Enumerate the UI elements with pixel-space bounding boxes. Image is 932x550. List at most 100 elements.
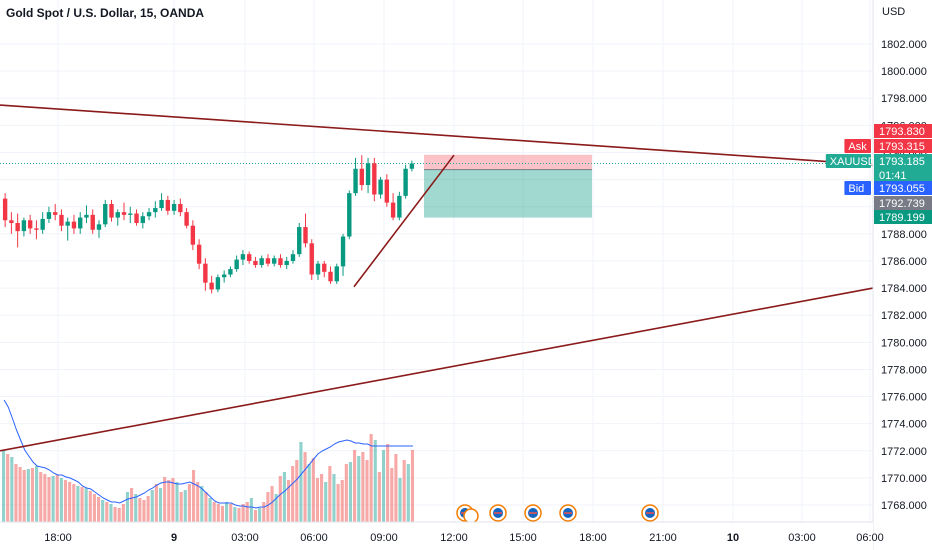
volume-bar [117,508,121,522]
volume-bar [167,480,171,522]
candle-body [15,222,20,232]
time-tick-label: 18:00 [44,532,72,544]
candle-body [234,259,239,270]
volume-bar [72,484,76,522]
candle-body [140,216,145,223]
volume-bar [361,452,365,522]
volume-bar [35,466,39,522]
price-tag-box [874,124,932,138]
price-tag-value: 1793.830 [879,126,925,138]
candle-body [246,254,252,261]
volume-bar [328,466,332,522]
price-tag-value: 1789.199 [879,212,925,224]
volume-bar [381,450,386,522]
candle-body [390,202,396,218]
volume-bar [336,484,340,522]
candle-body [96,224,102,230]
price-tag-label-box [844,181,871,195]
volume-bar [377,472,381,522]
volume-bar [39,472,43,522]
candle-body [65,221,70,226]
price-tick-label: 1802.000 [881,39,927,51]
candle-body [165,199,171,211]
volume-bar [183,490,187,522]
volume-bar [286,480,291,522]
candle-body [84,214,89,218]
volume-bar [365,460,369,522]
volume-bar [398,478,402,522]
time-axis [0,522,873,550]
volume-bar [291,466,295,522]
volume-bar [80,487,84,522]
price-tick-label: 1770.000 [881,473,927,485]
volume-bar [105,502,109,522]
volume-bar [332,474,336,522]
candle-body [340,236,346,267]
volume-bar [196,482,200,522]
candle-body [353,168,358,194]
time-tick-label: 06:00 [856,532,884,544]
price-tick-label: 1782.000 [881,310,927,322]
price-tag-box [874,154,932,182]
volume-bar [158,488,163,522]
candle-body [278,258,283,266]
volume-bar [253,510,258,522]
chart-title: Gold Spot / U.S. Dollar, 15, OANDA [6,6,205,20]
trendline [0,104,874,166]
price-tag-value: 1792.739 [879,198,925,210]
volume-bar [373,440,377,522]
volume-bar [402,460,406,522]
volume-bar [146,496,150,522]
volume-bar [179,492,183,522]
volume-bar [30,468,35,522]
volume-bar [353,450,357,522]
volume-bar [142,500,146,522]
price-tag-box [874,196,932,210]
candle-body [128,213,133,215]
volume-bar [22,470,26,522]
price-tag-value: 1793.055 [879,183,925,195]
volume-bar [125,492,130,522]
candle-body [315,263,321,275]
volume-bar [138,498,142,522]
candle-body [9,220,14,223]
time-tick-label: 18:00 [579,532,607,544]
price-tick-label: 1784.000 [881,283,927,295]
price-tag-label: Bid [848,183,864,195]
candle-body [196,244,202,264]
volume-bar [340,480,344,522]
candle-body [290,254,296,261]
volume-bar [390,468,394,522]
candle-body [71,221,77,229]
economic-event-icon [463,508,479,524]
candle-body [240,254,246,260]
time-tick-label: 10 [727,532,739,544]
candle-body [34,228,39,230]
price-axis [873,0,932,550]
volume-bar [59,478,63,522]
candle-body [121,212,127,215]
volume-bar [68,482,72,522]
candle-body [253,260,258,266]
volume-bar [208,498,212,522]
volume-bar [245,502,249,522]
volume-bar [150,490,154,522]
volume-bar [92,494,96,522]
candle-body [265,258,271,264]
candle-body [322,263,327,272]
volume-bar [96,497,101,522]
candle-body [272,258,277,264]
volume-bar [76,486,80,522]
volume-bar [216,504,220,522]
volume-bar [307,464,311,522]
price-tick-label: 1788.000 [881,229,927,241]
volume-bar [386,444,390,522]
volume-bar [225,502,229,522]
volume-bar [406,464,410,522]
volume-bar [237,508,241,522]
candle-body [46,212,52,219]
candle-body [159,199,164,209]
volume-bar [324,482,328,522]
